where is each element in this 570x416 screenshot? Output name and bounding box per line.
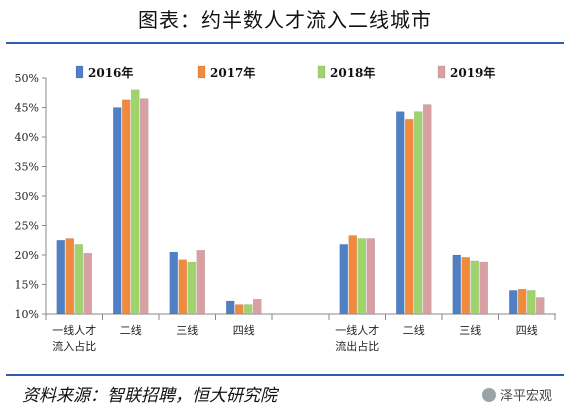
y-tick-label: 15% bbox=[15, 279, 39, 292]
footer-divider bbox=[6, 374, 564, 376]
legend-label: 2019年 bbox=[450, 65, 495, 80]
category-label: 二线 bbox=[403, 323, 425, 337]
bar bbox=[536, 297, 545, 315]
bar bbox=[518, 288, 527, 315]
bar bbox=[122, 99, 131, 315]
category-label: 三线 bbox=[176, 323, 198, 337]
legend-swatch bbox=[75, 65, 84, 79]
legend-label: 2016年 bbox=[88, 65, 133, 80]
bar bbox=[253, 299, 262, 315]
bar bbox=[74, 244, 83, 315]
legend-label: 2018年 bbox=[330, 65, 375, 80]
category-label: 一线人才 bbox=[335, 323, 379, 337]
wechat-icon bbox=[481, 388, 496, 402]
bar bbox=[169, 251, 178, 315]
bar bbox=[509, 290, 518, 315]
source-note: 资料来源：智联招聘，恒大研究院 bbox=[22, 386, 277, 406]
bar bbox=[113, 107, 122, 315]
bar bbox=[527, 290, 536, 315]
category-label: 流出占比 bbox=[335, 339, 379, 353]
y-tick-label: 40% bbox=[15, 131, 39, 144]
y-tick-label: 30% bbox=[15, 190, 39, 203]
bar bbox=[470, 260, 479, 315]
y-tick-label: 50% bbox=[15, 72, 39, 85]
y-tick-label: 45% bbox=[15, 102, 39, 115]
legend-label: 2017年 bbox=[210, 65, 255, 80]
bar bbox=[366, 238, 375, 315]
bar bbox=[187, 261, 196, 315]
category-label: 流入占比 bbox=[52, 339, 96, 353]
legend-swatch bbox=[437, 65, 446, 79]
category-label: 四线 bbox=[516, 323, 538, 337]
legend-swatch bbox=[317, 65, 326, 79]
bar bbox=[244, 304, 253, 315]
category-label: 一线人才 bbox=[52, 323, 96, 337]
bar bbox=[414, 111, 423, 315]
bar bbox=[357, 238, 366, 315]
watermark: 泽平宏观 bbox=[481, 385, 552, 404]
y-tick-label: 25% bbox=[15, 220, 39, 233]
bar bbox=[339, 244, 348, 315]
bar bbox=[83, 252, 92, 315]
bar bbox=[405, 119, 414, 315]
bar bbox=[131, 89, 140, 315]
y-tick-label: 10% bbox=[15, 308, 39, 321]
bar bbox=[423, 104, 432, 315]
bar bbox=[479, 261, 488, 315]
y-tick-label: 35% bbox=[15, 161, 39, 174]
bar bbox=[226, 300, 235, 315]
bar bbox=[196, 250, 205, 315]
bar bbox=[348, 235, 357, 315]
bar bbox=[461, 257, 470, 315]
category-label: 三线 bbox=[459, 323, 481, 337]
category-label: 四线 bbox=[233, 323, 255, 337]
y-tick-label: 20% bbox=[15, 249, 39, 262]
bar bbox=[235, 304, 244, 315]
bar bbox=[56, 240, 65, 315]
legend-swatch bbox=[197, 65, 206, 79]
bar bbox=[140, 98, 149, 315]
bar bbox=[396, 111, 405, 315]
chart-title: 图表：约半数人才流入二线城市 bbox=[138, 8, 432, 32]
title-divider bbox=[6, 42, 564, 44]
category-label: 二线 bbox=[120, 323, 142, 337]
bar bbox=[452, 254, 461, 315]
bar bbox=[65, 238, 74, 315]
watermark-text: 泽平宏观 bbox=[499, 389, 552, 404]
bar bbox=[178, 259, 187, 315]
